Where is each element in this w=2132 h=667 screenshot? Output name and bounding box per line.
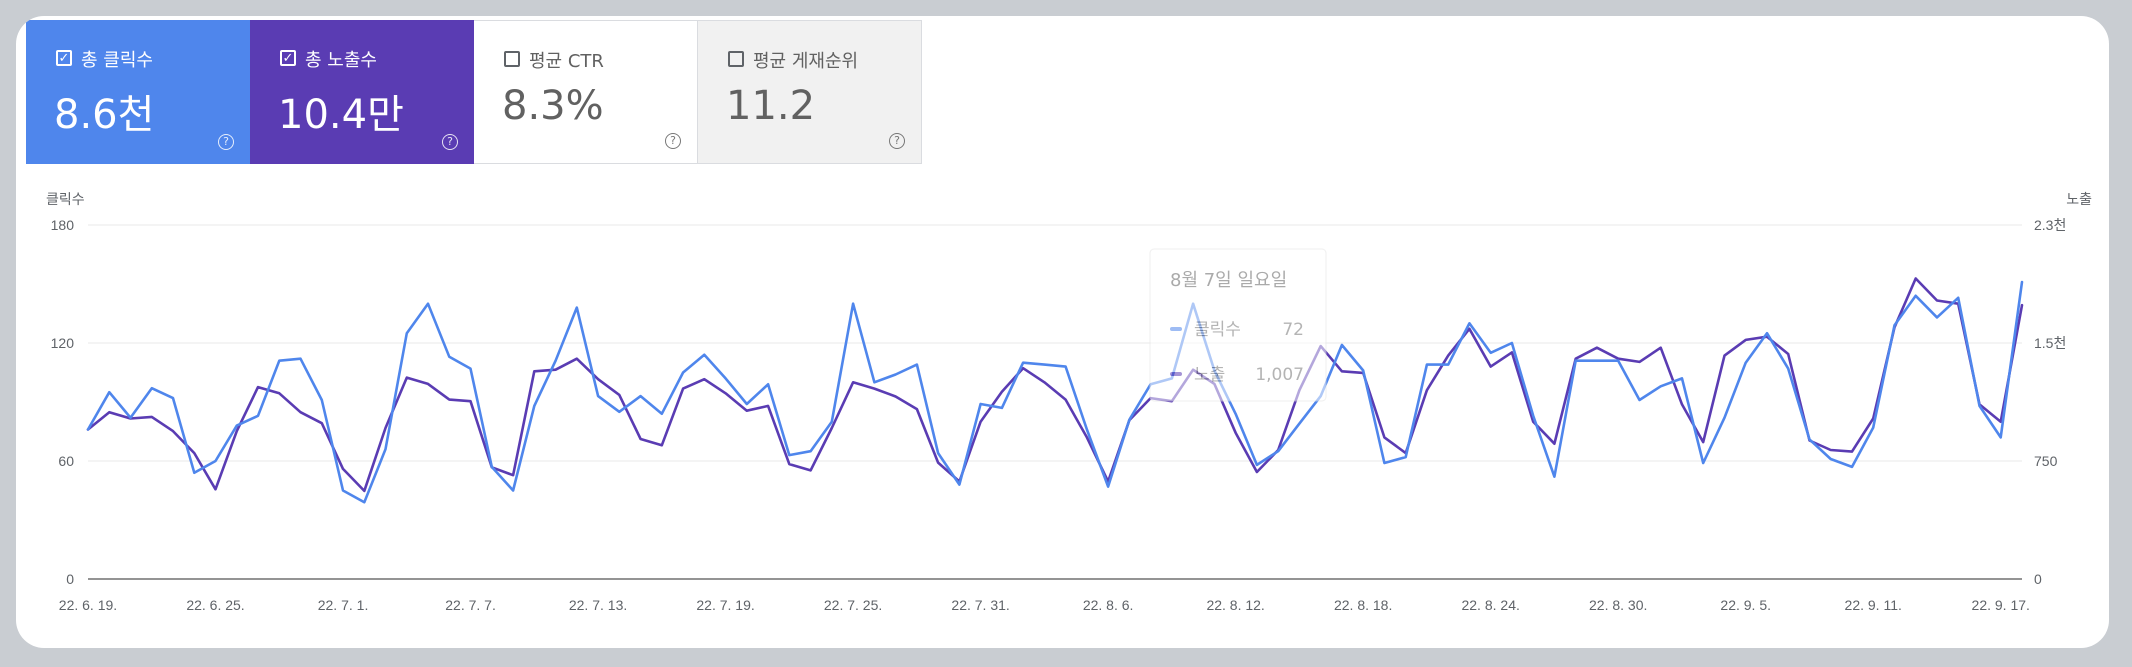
tooltip-value: 1,007 xyxy=(1255,365,1304,385)
chart-grid xyxy=(88,224,2022,580)
performance-chart[interactable]: 0 60 120 180 0 750 1.5천 2.3천 22. 6. 19. 22. 6. 25… xyxy=(16,16,2109,648)
right-tick-label: 0 xyxy=(2034,571,2042,587)
x-tick-label: 22. 9. 11. xyxy=(1845,597,1902,613)
left-axis-title: 클릭수 xyxy=(46,191,85,207)
left-tick-label: 180 xyxy=(51,217,75,233)
x-tick-label: 22. 7. 25. xyxy=(824,597,882,613)
checkbox-icon[interactable]: ✓ xyxy=(280,50,296,66)
clicks-legend-swatch xyxy=(1170,327,1182,331)
x-tick-label: 22. 6. 19. xyxy=(59,597,117,613)
x-tick-label: 22. 8. 12. xyxy=(1206,597,1264,613)
metric-label: 총 노출수 xyxy=(305,50,377,71)
metric-value: 8.3% xyxy=(502,83,604,129)
metric-total-clicks[interactable]: ✓ 총 클릭수 8.6천 ? xyxy=(26,20,250,164)
x-tick-label: 22. 7. 13. xyxy=(569,597,627,613)
tooltip-label: 클릭수 xyxy=(1194,320,1241,340)
right-axis-title: 노출 xyxy=(2066,191,2092,207)
help-icon[interactable]: ? xyxy=(889,133,905,149)
chart-axes: 0 60 120 180 0 750 1.5천 2.3천 22. 6. 19. 22. 6. 25… xyxy=(51,217,2067,613)
checkbox-icon[interactable] xyxy=(504,51,520,67)
left-tick-label: 0 xyxy=(66,571,74,587)
tooltip-date: 8월 7일 일요일 xyxy=(1170,270,1287,291)
metric-label: 평균 CTR xyxy=(529,51,604,72)
metric-label: 총 클릭수 xyxy=(81,50,153,71)
x-tick-label: 22. 9. 17. xyxy=(1972,597,2030,613)
metric-value: 11.2 xyxy=(726,83,816,129)
left-tick-label: 120 xyxy=(51,335,75,351)
metric-average-ctr[interactable]: 평균 CTR 8.3% ? xyxy=(474,20,698,164)
checkbox-icon[interactable]: ✓ xyxy=(56,50,72,66)
impressions-legend-swatch xyxy=(1170,372,1182,376)
metric-label: 평균 게재순위 xyxy=(753,51,859,72)
tooltip-value: 72 xyxy=(1282,320,1304,340)
x-tick-label: 22. 9. 5. xyxy=(1720,597,1771,613)
x-tick-label: 22. 7. 7. xyxy=(445,597,496,613)
metric-tabs: ✓ 총 클릭수 8.6천 ? ✓ 총 노출수 10.4만 ? 평균 CTR 8.… xyxy=(26,20,922,164)
metric-value: 8.6천 xyxy=(54,92,155,138)
left-tick-label: 60 xyxy=(58,453,74,469)
metric-average-position[interactable]: 평균 게재순위 11.2 ? xyxy=(698,20,922,164)
metric-value: 10.4만 xyxy=(278,92,404,138)
x-tick-label: 22. 7. 19. xyxy=(696,597,754,613)
x-tick-label: 22. 6. 25. xyxy=(186,597,244,613)
right-tick-label: 2.3천 xyxy=(2034,217,2066,233)
metric-total-impressions[interactable]: ✓ 총 노출수 10.4만 ? xyxy=(250,20,474,164)
x-tick-label: 22. 8. 18. xyxy=(1334,597,1392,613)
x-tick-label: 22. 7. 1. xyxy=(318,597,369,613)
right-tick-label: 1.5천 xyxy=(2034,335,2066,351)
right-tick-label: 750 xyxy=(2034,453,2058,469)
tooltip-label: 노출 xyxy=(1194,365,1225,385)
help-icon[interactable]: ? xyxy=(218,134,234,150)
clicks-series-line xyxy=(86,280,2024,504)
chart-series xyxy=(86,277,2024,504)
help-icon[interactable]: ? xyxy=(442,134,458,150)
x-tick-label: 22. 7. 31. xyxy=(951,597,1009,613)
impressions-series-line xyxy=(86,277,2024,493)
x-tick-label: 22. 8. 6. xyxy=(1083,597,1134,613)
x-tick-label: 22. 8. 30. xyxy=(1589,597,1647,613)
help-icon[interactable]: ? xyxy=(665,133,681,149)
chart-tooltip: 8월 7일 일요일 클릭수 72 노출 1,007 xyxy=(1149,248,1327,402)
performance-card: ✓ 총 클릭수 8.6천 ? ✓ 총 노출수 10.4만 ? 평균 CTR 8.… xyxy=(16,16,2109,648)
checkbox-icon[interactable] xyxy=(728,51,744,67)
x-tick-label: 22. 8. 24. xyxy=(1461,597,1519,613)
